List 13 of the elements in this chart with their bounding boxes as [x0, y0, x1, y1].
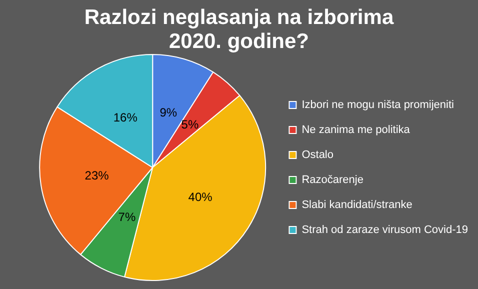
legend-label: Ostalo	[302, 149, 334, 162]
legend-label: Razočarenje	[302, 174, 364, 186]
legend-label: Izbori ne mogu ništa promijeniti	[302, 99, 454, 112]
data-label: 9%	[160, 106, 178, 120]
data-label: 7%	[118, 210, 136, 224]
legend-label: Strah od zaraze virusom Covid-19	[302, 224, 468, 236]
data-label: 16%	[113, 110, 138, 124]
data-label: 5%	[181, 117, 199, 132]
data-label: 40%	[188, 190, 213, 204]
chart-title: Razlozi neglasanja na izborima 2020. godine?	[83, 6, 395, 54]
legend-label: Slabi kandidati/stranke	[302, 199, 412, 212]
data-label: 23%	[84, 168, 110, 183]
legend-label: Ne zanima me politika	[302, 124, 411, 136]
